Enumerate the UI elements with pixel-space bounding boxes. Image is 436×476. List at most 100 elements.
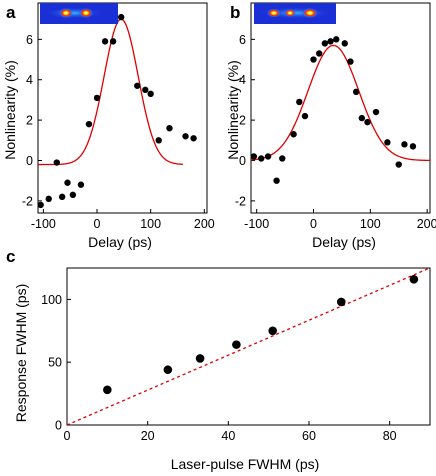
y-tick-label-c: 0 xyxy=(55,419,62,433)
data-point-b xyxy=(251,153,258,160)
data-point-b xyxy=(401,141,408,148)
data-point-b xyxy=(364,118,371,126)
data-point-a xyxy=(53,159,60,166)
plot-frame-a xyxy=(37,2,208,214)
y-tick-label-c: 50 xyxy=(48,356,62,370)
x-tick-label-a: 200 xyxy=(194,217,215,231)
data-point-a xyxy=(147,90,154,98)
data-point-a xyxy=(93,94,101,102)
y-tick-label-a: 2 xyxy=(26,114,33,128)
data-point-a xyxy=(142,86,149,94)
inset-spot-left-b xyxy=(267,8,281,18)
y-tick-label-b: -2 xyxy=(235,194,246,208)
y-tick-label-a: 0 xyxy=(26,154,33,168)
y-tick-label-a: 4 xyxy=(26,73,33,87)
y-tick-label-c: 100 xyxy=(41,293,62,307)
y-tick-label-a: -2 xyxy=(22,194,33,208)
plot-frame-b xyxy=(250,2,431,214)
data-point-b xyxy=(341,40,348,47)
reference-line-c xyxy=(67,268,430,425)
x-tick-label-a: -100 xyxy=(31,217,56,231)
inset-spot-left-a xyxy=(59,8,73,18)
data-point-c xyxy=(163,365,173,375)
data-point-b xyxy=(358,114,366,122)
inset-spot-right-a xyxy=(79,8,93,18)
data-point-b xyxy=(310,56,317,63)
data-point-a xyxy=(134,82,141,89)
data-point-b xyxy=(409,143,417,150)
data-point-b xyxy=(384,139,391,146)
data-point-b xyxy=(321,40,329,47)
data-point-b xyxy=(264,153,272,160)
data-point-c xyxy=(336,297,346,307)
x-tick-label-c: 20 xyxy=(141,429,155,443)
data-point-c xyxy=(103,385,112,395)
data-point-a xyxy=(166,124,173,132)
y-tick-label-b: 6 xyxy=(239,33,246,47)
inset-glow-a xyxy=(44,7,104,19)
panel-label-c: c xyxy=(6,247,15,266)
x-tick-label-b: 200 xyxy=(417,217,436,231)
plot-frame-c xyxy=(66,267,431,426)
xlabel-b: Delay (ps) xyxy=(312,234,376,250)
data-point-a xyxy=(69,191,77,199)
data-point-c xyxy=(195,354,205,363)
x-tick-label-b: 100 xyxy=(360,217,381,231)
data-point-b xyxy=(296,98,303,106)
x-tick-label-b: -100 xyxy=(244,217,269,231)
xlabel-a: Delay (ps) xyxy=(88,234,152,250)
plot-a: -100 0 100 200 -2 0 2 4 6 xyxy=(22,2,215,231)
data-point-b xyxy=(395,161,402,168)
data-point-a xyxy=(77,181,85,188)
x-tick-label-c: 0 xyxy=(64,429,71,443)
data-point-b xyxy=(327,38,334,45)
data-point-b xyxy=(290,131,297,138)
data-point-a xyxy=(109,38,117,45)
panel-label-b: b xyxy=(230,3,240,22)
data-point-b xyxy=(301,112,309,120)
data-point-a xyxy=(117,13,125,21)
ylabel-b: Nonlinearity (%) xyxy=(225,60,241,160)
panel-b: b -100 0 100 200 -2 0 2 4 6 Nonlinearity (%) Del… xyxy=(225,2,436,250)
ylabel-a: Nonlinearity (%) xyxy=(2,60,18,160)
data-point-b xyxy=(315,50,323,57)
data-point-b xyxy=(372,108,380,116)
data-point-a xyxy=(155,137,162,144)
data-point-a xyxy=(58,193,66,201)
fit-curve-b xyxy=(251,44,430,162)
plot-b: -100 0 100 200 -2 0 2 4 6 xyxy=(235,2,436,231)
ylabel-c: Response FWHM (ps) xyxy=(13,284,29,422)
data-point-c xyxy=(268,326,278,336)
x-tick-label-a: 0 xyxy=(94,217,101,231)
data-point-b xyxy=(279,155,286,162)
data-point-a xyxy=(190,135,197,142)
data-point-c xyxy=(409,275,419,284)
data-point-b xyxy=(273,177,280,184)
inset-image-a xyxy=(40,3,118,24)
xlabel-c: Laser-pulse FWHM (ps) xyxy=(171,456,320,472)
x-tick-label-a: 100 xyxy=(140,217,161,231)
fit-curve-a xyxy=(38,18,183,166)
x-tick-label-c: 80 xyxy=(383,429,397,443)
data-point-a xyxy=(85,120,93,128)
inset-spot-right-b xyxy=(302,8,318,18)
inset-spot-mid-b xyxy=(284,9,296,17)
data-point-a xyxy=(45,195,52,203)
data-point-a xyxy=(64,179,71,186)
data-point-b xyxy=(333,36,340,43)
data-point-a xyxy=(38,201,44,209)
x-tick-label-c: 40 xyxy=(221,429,235,443)
y-tick-label-a: 6 xyxy=(26,33,33,47)
y-tick-label-b: 2 xyxy=(239,114,246,128)
data-point-b xyxy=(258,155,265,162)
data-point-b xyxy=(347,58,354,65)
data-point-a xyxy=(101,38,109,45)
panel-label-a: a xyxy=(6,3,16,22)
y-tick-label-b: 0 xyxy=(239,154,246,168)
inset-image-b xyxy=(254,3,336,24)
x-tick-label-c: 60 xyxy=(302,429,316,443)
plot-c: 0 20 40 60 80 0 50 100 xyxy=(41,267,431,443)
panel-a: a -100 0 100 200 -2 0 2 4 6 Nonlinearity (%) Del… xyxy=(2,2,215,250)
data-point-c xyxy=(232,340,241,349)
